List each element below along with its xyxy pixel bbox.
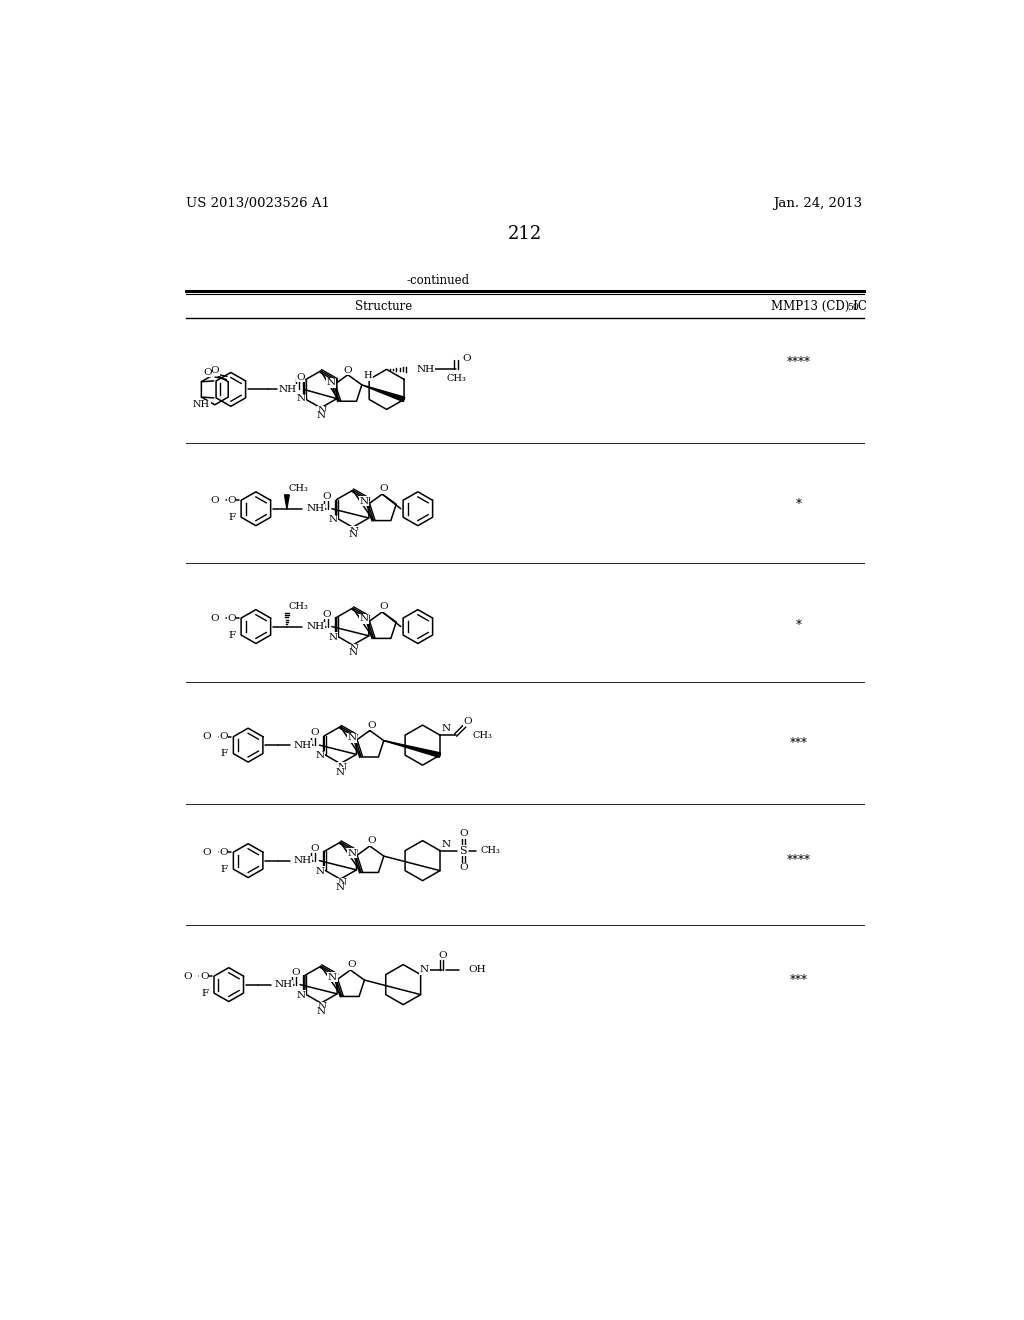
Polygon shape (384, 741, 440, 758)
Text: Jan. 24, 2013: Jan. 24, 2013 (773, 197, 862, 210)
Text: N: N (315, 867, 325, 876)
Text: O: O (203, 368, 212, 378)
Text: O: O (296, 372, 305, 381)
Text: N: N (350, 644, 358, 653)
Text: CH₃: CH₃ (289, 602, 308, 611)
Text: O: O (459, 863, 468, 873)
Text: N: N (336, 768, 345, 776)
Text: O: O (203, 847, 211, 857)
Text: CH₃: CH₃ (472, 731, 493, 739)
Text: N: N (315, 751, 325, 760)
Text: N: N (337, 879, 346, 887)
Polygon shape (285, 495, 289, 508)
Text: CH₃: CH₃ (446, 374, 466, 383)
Text: N: N (316, 1007, 326, 1016)
Text: O: O (203, 733, 211, 741)
Text: NH: NH (416, 364, 434, 374)
Text: O: O (219, 733, 228, 741)
Text: N: N (359, 614, 369, 623)
Text: CH₃: CH₃ (289, 484, 308, 494)
Text: 50: 50 (847, 304, 859, 313)
Text: NH: NH (306, 622, 325, 631)
Text: NH: NH (294, 857, 312, 865)
Text: O: O (211, 367, 219, 375)
Text: O: O (219, 847, 228, 857)
Text: MMP13 (CD) IC: MMP13 (CD) IC (771, 300, 867, 313)
Text: N: N (328, 973, 337, 982)
Text: O: O (323, 492, 332, 500)
Text: F: F (221, 865, 228, 874)
Text: NH: NH (294, 741, 312, 750)
Text: O: O (227, 496, 236, 504)
Text: S: S (460, 846, 467, 855)
Text: N: N (348, 648, 357, 657)
Text: O: O (464, 717, 472, 726)
Text: ****: **** (786, 854, 810, 867)
Text: N: N (318, 1002, 327, 1011)
Text: O: O (210, 496, 219, 504)
Text: N: N (359, 496, 369, 506)
Text: Structure: Structure (355, 300, 413, 313)
Text: NH: NH (306, 504, 325, 513)
Text: N: N (348, 531, 357, 540)
Text: N: N (441, 725, 451, 734)
Text: CH₃: CH₃ (480, 846, 500, 855)
Text: O: O (323, 610, 332, 619)
Text: O: O (459, 829, 468, 838)
Text: H: H (364, 371, 373, 380)
Text: O: O (291, 968, 300, 977)
Text: O: O (380, 602, 388, 611)
Text: O: O (348, 960, 356, 969)
Text: N: N (329, 632, 337, 642)
Text: O: O (343, 366, 352, 375)
Text: NH: NH (194, 400, 210, 409)
Text: O: O (380, 484, 388, 494)
Text: N: N (441, 840, 451, 849)
Text: OH: OH (469, 965, 486, 974)
Text: *: * (796, 619, 802, 632)
Text: US 2013/0023526 A1: US 2013/0023526 A1 (186, 197, 330, 210)
Text: F: F (221, 750, 228, 758)
Text: N: N (317, 407, 327, 416)
Text: N: N (420, 965, 429, 974)
Polygon shape (361, 385, 404, 401)
Text: ****: **** (786, 356, 810, 370)
Text: -continued: -continued (407, 273, 470, 286)
Text: F: F (228, 512, 236, 521)
Text: O: O (227, 614, 236, 623)
Text: O: O (210, 614, 219, 623)
Text: O: O (367, 721, 376, 730)
Text: O: O (183, 972, 191, 981)
Text: *: * (796, 499, 802, 511)
Text: N: N (296, 991, 305, 999)
Text: N: N (296, 395, 305, 403)
Text: N: N (329, 515, 337, 524)
Text: O: O (439, 950, 447, 960)
Text: O: O (310, 729, 319, 738)
Text: N: N (347, 849, 356, 858)
Text: NH: NH (279, 385, 297, 393)
Text: O: O (310, 843, 319, 853)
Text: N: N (316, 411, 326, 420)
Text: N: N (347, 733, 356, 742)
Text: ***: *** (790, 737, 807, 750)
Text: O: O (200, 972, 209, 981)
Text: F: F (202, 989, 209, 998)
Text: N: N (337, 763, 346, 772)
Text: ***: *** (790, 974, 807, 987)
Text: 212: 212 (508, 224, 542, 243)
Text: N: N (336, 883, 345, 892)
Text: N: N (350, 527, 358, 536)
Text: F: F (228, 631, 236, 639)
Text: N: N (327, 378, 335, 387)
Text: O: O (367, 836, 376, 845)
Text: NH: NH (274, 981, 293, 989)
Text: O: O (462, 354, 471, 363)
